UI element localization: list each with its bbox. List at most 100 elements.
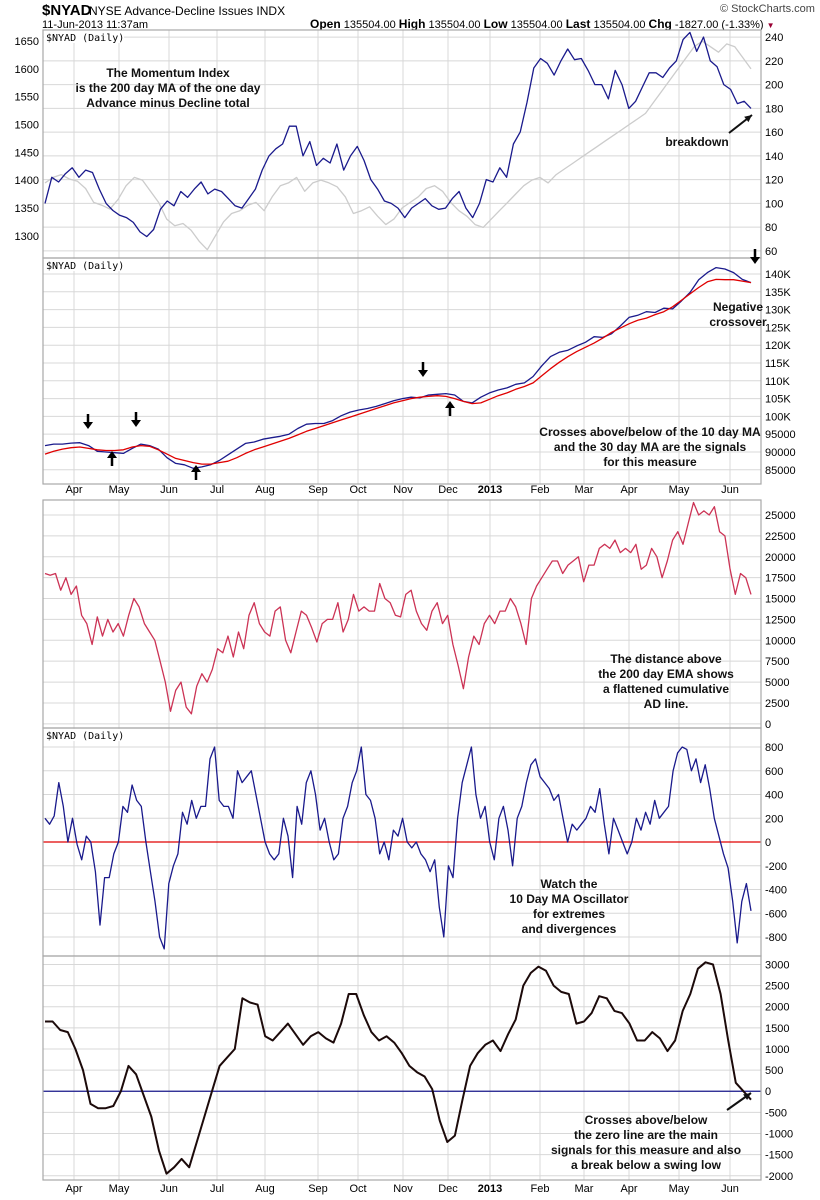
left-y-tick-label: 1400 xyxy=(15,175,39,187)
last-value: 135504.00 xyxy=(593,19,646,31)
arrow-head xyxy=(418,370,428,377)
y-tick-label: -1000 xyxy=(765,1129,793,1141)
left-y-tick-label: 1500 xyxy=(15,120,39,132)
y-tick-label: 0 xyxy=(765,719,771,731)
arrow-head xyxy=(83,422,93,429)
zero-line-note: a break below a swing low xyxy=(571,1158,722,1172)
crossover-signals-note: for this measure xyxy=(603,455,697,469)
series-line-30-day-ma xyxy=(44,278,752,465)
oscillator-note: and divergences xyxy=(522,922,617,936)
ticker-symbol: $NYAD xyxy=(42,2,92,19)
high-label: High xyxy=(398,17,426,31)
y-tick-label: 85000 xyxy=(765,465,796,477)
y-tick-label: 10000 xyxy=(765,635,796,647)
x-month-label: Sep xyxy=(308,1183,328,1195)
y-tick-label: 7500 xyxy=(765,656,789,668)
zero-cross-arrow-icon xyxy=(726,1092,752,1111)
x-month-label: Mar xyxy=(575,1183,594,1195)
y-tick-label: 17500 xyxy=(765,573,796,585)
y-tick-label: 400 xyxy=(765,790,783,802)
ema-distance-note: The distance above xyxy=(610,652,722,666)
panel-title-bg xyxy=(44,31,124,43)
series-line-distance-above-200-day-ema xyxy=(44,501,752,715)
y-tick-label: 12500 xyxy=(765,614,796,626)
panel-5: -2000 -1500 -1000 -500 0 500 1000 1500 2000 2500 3… xyxy=(42,955,793,1195)
y-tick-label: -600 xyxy=(765,908,787,920)
chg-value: -1827.00 (-1.33%) xyxy=(674,19,764,31)
left-y-tick-label: 1550 xyxy=(15,92,39,104)
x-month-label: Jun xyxy=(160,484,178,496)
ema-distance-note: a flattened cumulative xyxy=(603,682,729,696)
arrow-head xyxy=(131,420,141,427)
negative-crossover-callout: crossover xyxy=(709,315,767,329)
x-month-label: Jun xyxy=(721,484,739,496)
x-month-label: Apr xyxy=(65,484,82,496)
x-month-label: Jul xyxy=(210,1183,224,1195)
y-tick-label: 95000 xyxy=(765,429,796,441)
y-tick-label: -400 xyxy=(765,885,787,897)
last-label: Last xyxy=(565,17,591,31)
chg-label: Chg xyxy=(648,17,672,31)
y-tick-label: 1500 xyxy=(765,1023,789,1035)
panel-1: 60 80 100 120 140 160 180 200 220 240 1300 1350 1400… xyxy=(15,29,783,259)
y-tick-label: 500 xyxy=(765,1065,783,1077)
y-tick-label: -200 xyxy=(765,861,787,873)
arrow-head xyxy=(750,257,760,264)
series-line-10-day-ma xyxy=(44,266,752,469)
x-month-label: Dec xyxy=(438,1183,458,1195)
panel-frame xyxy=(42,955,762,1181)
y-tick-label: 220 xyxy=(765,56,783,68)
x-month-label: Apr xyxy=(65,1183,82,1195)
y-tick-label: 1000 xyxy=(765,1044,789,1056)
open-value: 135504.00 xyxy=(343,19,396,31)
breakdown-callout: breakdown xyxy=(665,135,728,149)
y-tick-label: -500 xyxy=(765,1107,787,1119)
y-tick-label: 90000 xyxy=(765,447,796,459)
y-tick-label: 160 xyxy=(765,127,783,139)
left-y-tick-label: 1300 xyxy=(15,231,39,243)
y-tick-label: 110K xyxy=(765,376,791,388)
chart-date: 11-Jun-2013 11:37am xyxy=(42,19,148,31)
y-tick-label: 3000 xyxy=(765,959,789,971)
x-month-label: Feb xyxy=(531,1183,550,1195)
x-month-label: Apr xyxy=(620,1183,637,1195)
x-month-label: Mar xyxy=(575,484,594,496)
y-tick-label: 125K xyxy=(765,322,791,334)
crossover-signals-note: and the 30 day MA are the signals xyxy=(554,440,747,454)
signal-arrow-down-icon xyxy=(131,412,141,427)
y-tick-label: 120 xyxy=(765,175,783,187)
zero-line-note: the zero line are the main xyxy=(574,1128,718,1142)
zero-line-note: signals for this measure and also xyxy=(551,1143,741,1157)
signal-arrow-up-icon xyxy=(445,401,455,416)
momentum-index-note: Advance minus Decline total xyxy=(86,96,249,110)
stockcharts-watermark: © StockCharts.com xyxy=(720,3,815,15)
x-month-label: 2013 xyxy=(478,484,502,496)
low-label: Low xyxy=(483,17,508,31)
x-month-label: Feb xyxy=(531,484,550,496)
x-month-label: Oct xyxy=(349,484,366,496)
y-tick-label: 105K xyxy=(765,394,791,406)
panel-frame xyxy=(42,257,762,485)
panel-4: -800 -600 -400 -200 0 200 400 600 800 $NYAD (Dail… xyxy=(42,727,787,957)
x-month-label: Aug xyxy=(255,1183,275,1195)
crossover-signals-note: Crosses above/below of the 10 day MA xyxy=(539,425,761,439)
oscillator-note: for extremes xyxy=(533,907,605,921)
x-month-label: May xyxy=(669,1183,690,1195)
breakdown-arrow-icon xyxy=(728,114,753,134)
x-month-label: May xyxy=(109,1183,130,1195)
arrow-head xyxy=(744,115,752,123)
y-tick-label: 200 xyxy=(765,80,783,92)
y-tick-label: 0 xyxy=(765,1086,771,1098)
panel-3: 0 2500 5000 7500 10000 12500 15000 17500 20000 22… xyxy=(42,499,796,731)
left-y-tick-label: 1600 xyxy=(15,64,39,76)
y-tick-label: 180 xyxy=(765,103,783,115)
panel-title-bg xyxy=(44,729,124,741)
x-month-label: Jun xyxy=(721,1183,739,1195)
y-tick-label: 22500 xyxy=(765,531,796,543)
y-tick-label: 800 xyxy=(765,742,783,754)
x-month-label: Nov xyxy=(393,1183,413,1195)
low-value: 135504.00 xyxy=(510,19,563,31)
y-tick-label: -2000 xyxy=(765,1171,793,1183)
y-tick-label: 25000 xyxy=(765,510,796,522)
oscillator-note: Watch the xyxy=(541,877,598,891)
